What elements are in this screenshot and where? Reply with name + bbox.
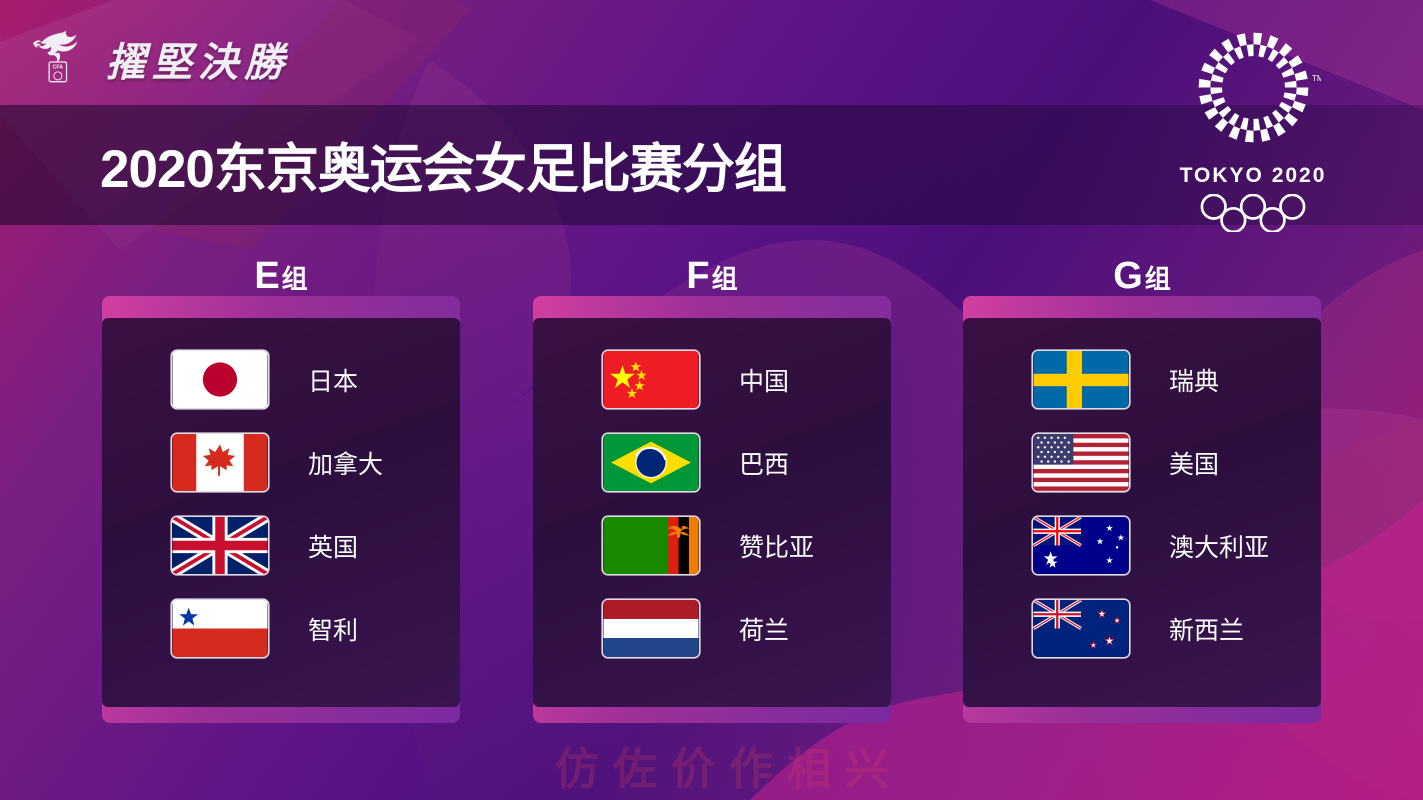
svg-text:TM: TM	[1312, 74, 1321, 83]
svg-text:CFA: CFA	[53, 64, 64, 70]
